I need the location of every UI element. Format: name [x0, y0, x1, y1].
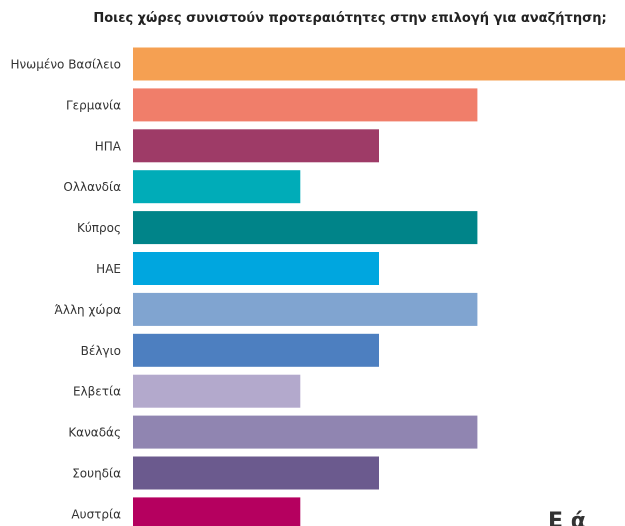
bar-5: [133, 252, 379, 285]
bar-2: [133, 129, 379, 163]
category-label-5: ΗΑΕ: [96, 262, 121, 276]
category-labels-group: Ηνωμένο Βασίλειο Γερμανία ΗΠΑ Ολλανδία Κύπρο…: [10, 58, 121, 522]
category-label-9: Καναδάς: [68, 426, 121, 440]
bar-3: [133, 170, 301, 204]
bar-8: [133, 374, 301, 408]
bar-9: [133, 415, 478, 449]
bars-group: [133, 47, 625, 526]
chart-title: Ποιες χώρες συνιστούν προτεραιότητες στη…: [93, 11, 606, 26]
category-label-7: Βέλγιο: [81, 344, 121, 358]
bar-6: [133, 292, 478, 326]
bar-10: [133, 456, 379, 490]
category-label-11: Αυστρία: [71, 507, 121, 521]
category-label-2: ΗΠΑ: [95, 139, 122, 153]
bar-7: [133, 333, 379, 367]
category-label-1: Γερμανία: [66, 98, 121, 112]
category-label-4: Κύπρος: [77, 221, 121, 235]
category-label-6: Άλλη χώρα: [55, 303, 122, 317]
bar-4: [133, 211, 478, 245]
bar-1: [133, 88, 478, 122]
category-label-3: Ολλανδία: [63, 180, 121, 194]
category-label-8: Ελβετία: [73, 385, 121, 399]
corner-fragment-text: Ε ά: [548, 509, 586, 526]
bar-0: [133, 47, 625, 81]
category-label-10: Σουηδία: [72, 467, 121, 481]
category-label-0: Ηνωμένο Βασίλειο: [10, 58, 121, 72]
bar-11: [133, 497, 301, 526]
